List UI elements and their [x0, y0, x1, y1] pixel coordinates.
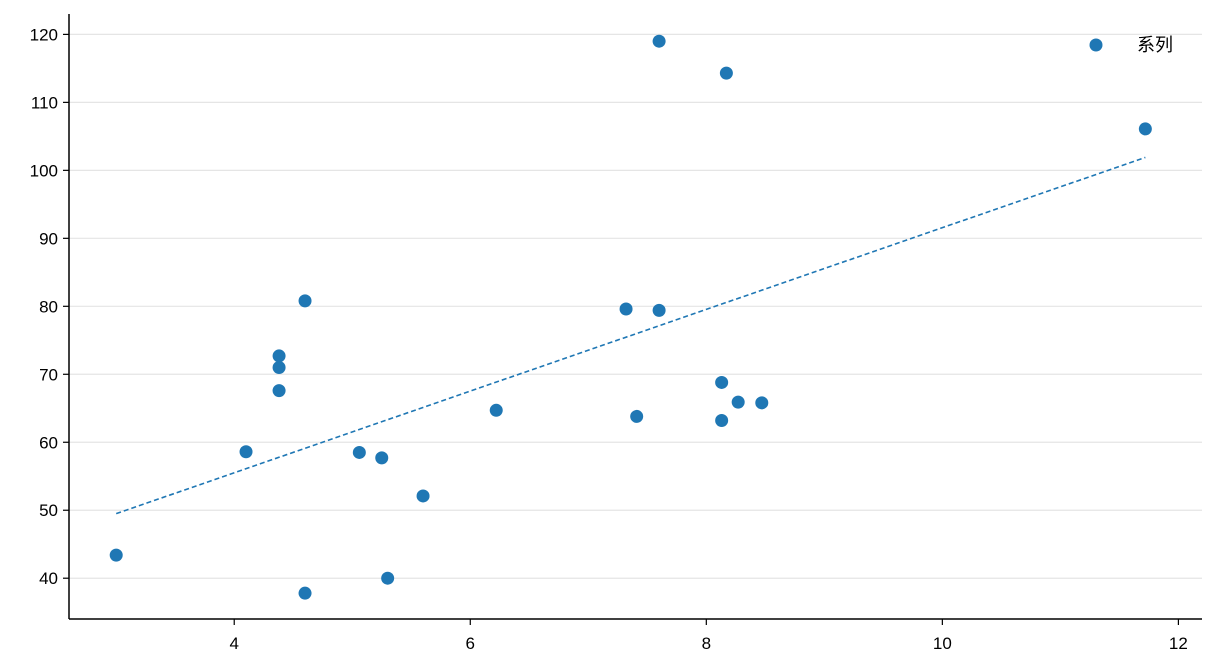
data-point	[652, 34, 666, 48]
data-point	[272, 384, 286, 398]
data-point	[109, 548, 123, 562]
data-point	[719, 66, 733, 80]
data-point	[652, 303, 666, 317]
x-tick-label: 10	[933, 634, 952, 653]
x-tick-label: 6	[466, 634, 475, 653]
data-point	[375, 451, 389, 465]
data-point	[489, 403, 503, 417]
data-point	[352, 445, 366, 459]
legend-label: 系列	[1137, 35, 1173, 56]
data-point	[416, 489, 430, 503]
y-tick-label: 50	[39, 501, 58, 520]
data-points	[109, 34, 1152, 600]
x-tick-label: 8	[702, 634, 711, 653]
x-tick-label: 12	[1169, 634, 1188, 653]
y-tick-label: 90	[39, 229, 58, 248]
y-tick-label: 60	[39, 433, 58, 452]
y-tick-label: 120	[30, 25, 58, 44]
data-point	[1138, 122, 1152, 136]
y-tick-label: 70	[39, 365, 58, 384]
gridlines	[69, 33, 1202, 579]
data-point	[630, 409, 644, 423]
data-point	[755, 396, 769, 410]
data-point	[272, 360, 286, 374]
data-point	[381, 571, 395, 585]
y-tick-label: 40	[39, 569, 58, 588]
axes: 40 50 60 70 80 90 100 110 120 4 6 8 10 12	[30, 14, 1202, 653]
y-tick-label: 100	[30, 161, 58, 180]
data-point	[731, 395, 745, 409]
data-point	[619, 302, 633, 316]
data-point	[298, 294, 312, 308]
legend-marker	[1089, 38, 1103, 52]
legend: 系列	[1089, 35, 1173, 56]
trendline	[115, 156, 1146, 515]
data-point	[715, 375, 729, 389]
trendline-layer	[115, 156, 1146, 515]
y-tick-label: 80	[39, 297, 58, 316]
data-point	[715, 414, 729, 428]
y-tick-label: 110	[31, 93, 58, 112]
x-tick-label: 4	[229, 634, 238, 653]
data-point	[239, 445, 253, 459]
data-point	[298, 586, 312, 600]
data-point	[272, 349, 286, 363]
